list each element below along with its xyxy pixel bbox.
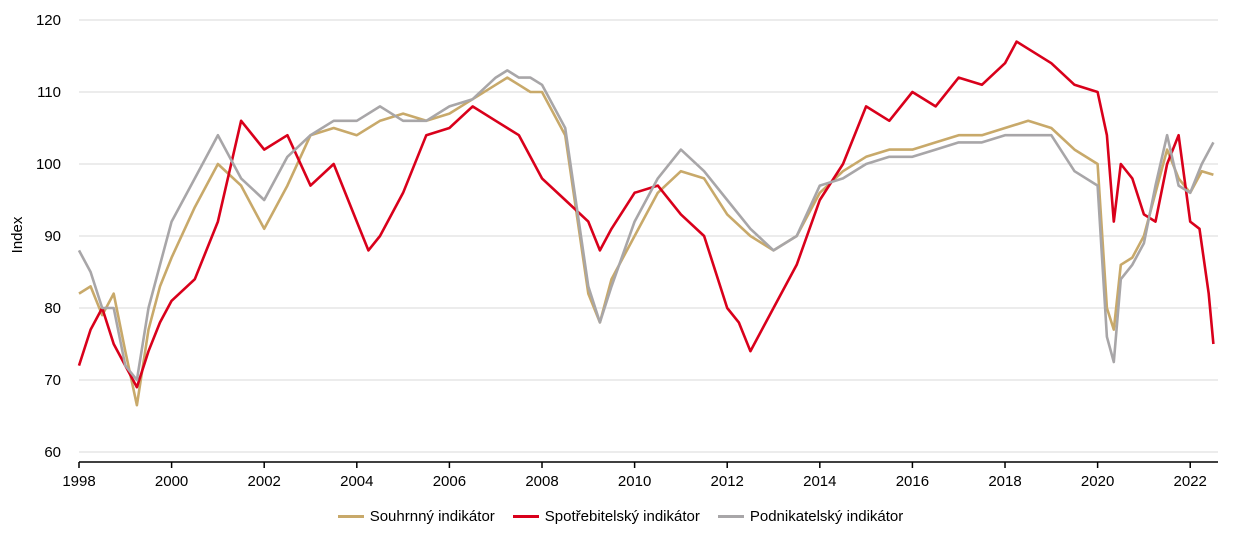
x-tick-label: 2002 (248, 473, 281, 490)
y-tick-label: 80 (44, 300, 61, 317)
legend-label: Podnikatelský indikátor (749, 508, 904, 525)
y-tick-label: 120 (36, 12, 61, 29)
y-axis-label: Index (9, 216, 26, 253)
x-tick-label: 2012 (711, 473, 744, 490)
legend: Souhrnný indikátor Spotřebitelský indikát… (0, 508, 1241, 525)
x-tick-label: 2022 (1174, 473, 1207, 490)
x-axis (78, 461, 1218, 468)
y-tick-label: 60 (44, 444, 61, 461)
x-tick-label: 2014 (803, 473, 836, 490)
series-line-spotrebitelsky (77, 40, 1215, 389)
legend-item-podnikatelsky: Podnikatelský indikátor (717, 508, 904, 525)
x-tick-label: 2020 (1081, 473, 1114, 490)
x-tick-label: 2016 (896, 473, 929, 490)
x-tick-label: 1998 (62, 473, 95, 490)
x-tick-label: 2010 (618, 473, 651, 490)
grid-lines (79, 19, 1218, 453)
series-lines (77, 40, 1215, 407)
series-line-souhrnny (78, 76, 1214, 407)
legend-label: Souhrnný indikátor (369, 508, 495, 525)
x-tick-labels: 1998 2000 2002 2004 2006 2008 2010 2012 2014 2016… (62, 473, 1207, 490)
line-chart: 60 70 80 90 100 110 120 1998 2000 2002 2004 2006 20… (9, 12, 1218, 490)
legend-item-souhrnny: Souhrnný indikátor (337, 508, 495, 525)
x-tick-label: 2006 (433, 473, 466, 490)
legend-swatch (717, 515, 744, 518)
x-tick-label: 2008 (525, 473, 558, 490)
y-tick-label: 70 (44, 372, 61, 389)
y-tick-label: 100 (36, 156, 61, 173)
y-tick-label: 110 (37, 84, 61, 101)
legend-item-spotrebitelsky: Spotřebitelský indikátor (512, 508, 700, 525)
x-tick-label: 2004 (340, 473, 373, 490)
legend-swatch (337, 515, 364, 518)
legend-label: Spotřebitelský indikátor (544, 508, 700, 525)
y-tick-labels: 60 70 80 90 100 110 120 (36, 12, 61, 461)
x-tick-label: 2018 (988, 473, 1021, 490)
y-tick-label: 90 (44, 228, 61, 245)
series-line-podnikatelsky (77, 69, 1215, 382)
legend-swatch (512, 515, 539, 518)
x-tick-label: 2000 (155, 473, 188, 490)
